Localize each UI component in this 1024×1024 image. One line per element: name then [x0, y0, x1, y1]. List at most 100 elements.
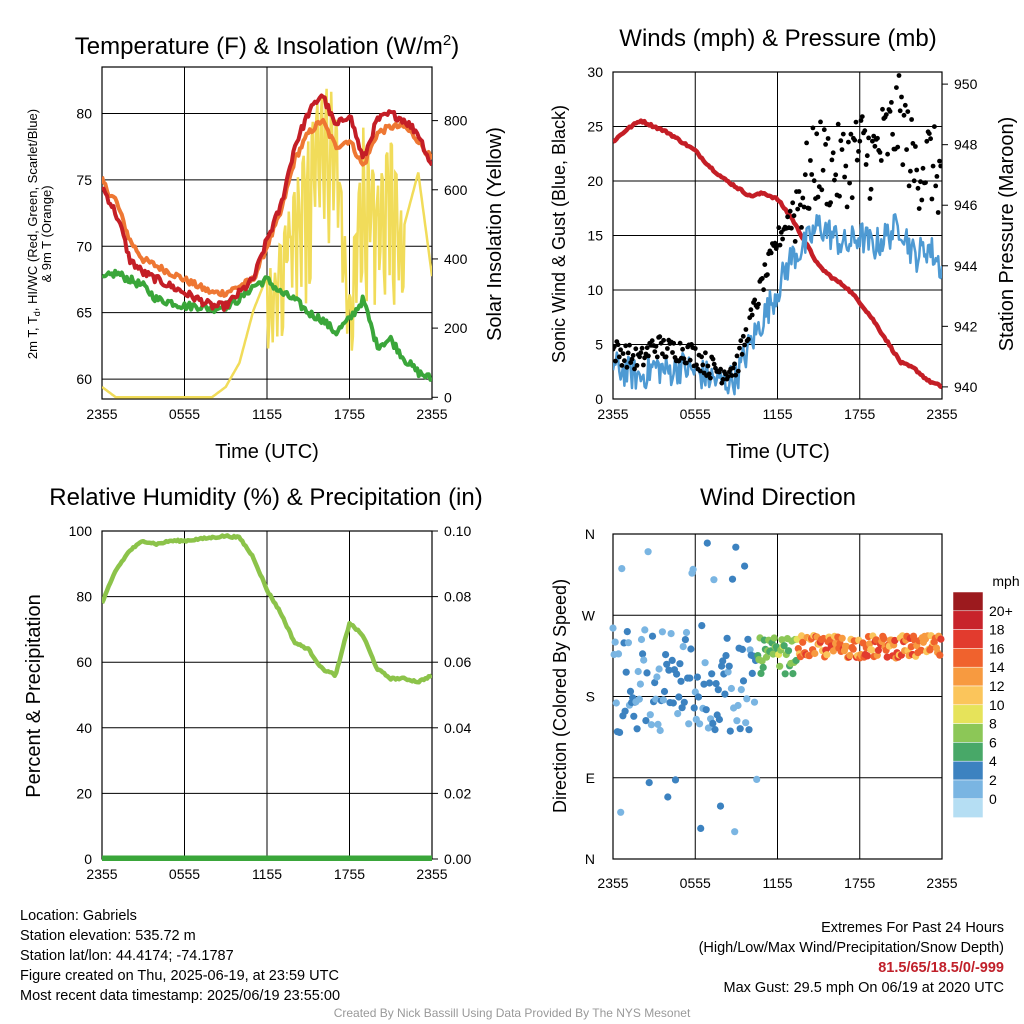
direction-point [703, 539, 711, 547]
direction-point [883, 653, 891, 661]
direction-point [748, 669, 756, 678]
temperature-y2-tick-label: 600 [444, 182, 468, 198]
extremes-title: Extremes For Past 24 Hours [821, 920, 1004, 936]
humidity-x-tick-label: 0555 [169, 866, 200, 882]
gust-point [730, 365, 736, 371]
gust-point [630, 353, 636, 358]
direction-point [794, 645, 802, 653]
gust-point [706, 371, 712, 377]
legend-unit-label: mph [992, 573, 1019, 589]
direction-point [676, 660, 684, 668]
gust-point [810, 125, 816, 131]
direction-point [745, 726, 753, 734]
temperature-y2-tick-label: 0 [444, 389, 452, 405]
gust-point [718, 366, 723, 372]
gust-point [737, 345, 742, 351]
winds-y-tick-label: 0 [595, 391, 603, 407]
gust-point [787, 208, 793, 214]
direction-point [673, 670, 681, 678]
direction-point [645, 779, 653, 787]
gust-point [929, 196, 935, 202]
direction-point [874, 646, 883, 654]
direction-point [682, 628, 691, 637]
direction-point [780, 642, 788, 650]
gust-point [911, 178, 917, 184]
direction-point [738, 645, 747, 654]
temperature-x-tick-label: 2355 [86, 406, 117, 422]
gust-point [866, 135, 871, 141]
direction-point [741, 562, 749, 570]
direction-point [811, 649, 819, 658]
gust-point [705, 363, 711, 369]
direction-point [846, 651, 854, 660]
direction-x-tick-label: 0555 [680, 875, 711, 891]
gust-point [632, 366, 637, 372]
direction-point [674, 710, 682, 718]
direction-point [689, 565, 697, 574]
gust-point [908, 168, 913, 174]
figure-created: Figure created on Thu, 2025-06-19, at 23… [20, 968, 339, 984]
gust-point [680, 346, 685, 352]
gust-point [687, 357, 693, 363]
temperature-y-tick-label: 60 [76, 371, 92, 387]
gust-point [899, 94, 904, 100]
gust-point [804, 140, 809, 146]
station-elevation: Station elevation: 535.72 m [20, 928, 196, 944]
direction-point [725, 662, 733, 670]
gust-point [847, 180, 852, 186]
gust-point [615, 342, 621, 348]
direction-point [733, 717, 741, 725]
gust-point [800, 195, 806, 201]
direction-point [762, 653, 771, 661]
direction-point [644, 548, 652, 556]
humidity-x-tick-label: 1755 [334, 866, 365, 882]
direction-point [640, 656, 648, 664]
gust-point [653, 343, 659, 349]
legend-label: 4 [989, 753, 997, 769]
temperature-x-tick-label: 0555 [169, 406, 200, 422]
humidity-y2-tick-label: 0.02 [444, 785, 471, 801]
gust-point [791, 213, 797, 219]
gust-point [844, 204, 850, 210]
humidity-frame: 2355 0555 1155 1755 23550204060801000.000.02… [69, 523, 472, 882]
gust-point [932, 124, 937, 129]
humidity-y-tick-label: 40 [76, 720, 92, 736]
humidity-y2-tick-label: 0.00 [444, 851, 471, 867]
station-latlon: Station lat/lon: 44.4174; -74.1787 [20, 948, 234, 964]
gust-point [761, 287, 766, 293]
winds-x-tick-label: 1755 [844, 406, 875, 422]
gust-point [840, 131, 846, 137]
direction-point [678, 704, 686, 712]
gust-point [897, 108, 903, 114]
gust-point [909, 117, 914, 122]
direction-point [799, 638, 807, 646]
gust-point [825, 136, 831, 141]
winds-y2-tick-label: 942 [954, 318, 978, 334]
gust-point [790, 200, 796, 206]
gust-point [801, 204, 807, 210]
gust-point [719, 380, 725, 386]
temperature-frame: 2355 0555 1155 1755 235560657075800200400600… [76, 66, 468, 422]
gust-point [828, 200, 833, 206]
gust-point [889, 100, 894, 105]
direction-point [651, 679, 659, 687]
gust-point [740, 333, 746, 339]
gust-point [708, 375, 713, 381]
direction-point [805, 652, 813, 660]
direction-point [726, 727, 734, 735]
gust-point [901, 112, 907, 118]
gust-point [938, 163, 942, 169]
direction-series [609, 539, 945, 836]
winds-y2-tick-label: 946 [954, 197, 978, 213]
temperature-y2-tick-label: 200 [444, 320, 468, 336]
humidity-y2-tick-label: 0.04 [444, 720, 471, 736]
direction-point [622, 668, 630, 676]
legend-label: 2 [989, 772, 997, 788]
winds-panel-title: Winds (mph) & Pressure (mb) [619, 25, 936, 52]
direction-point [769, 650, 777, 658]
gust-point [795, 206, 801, 212]
gust-point [843, 163, 849, 169]
direction-border [612, 533, 943, 860]
direction-point [907, 643, 915, 651]
gust-point [633, 346, 639, 352]
